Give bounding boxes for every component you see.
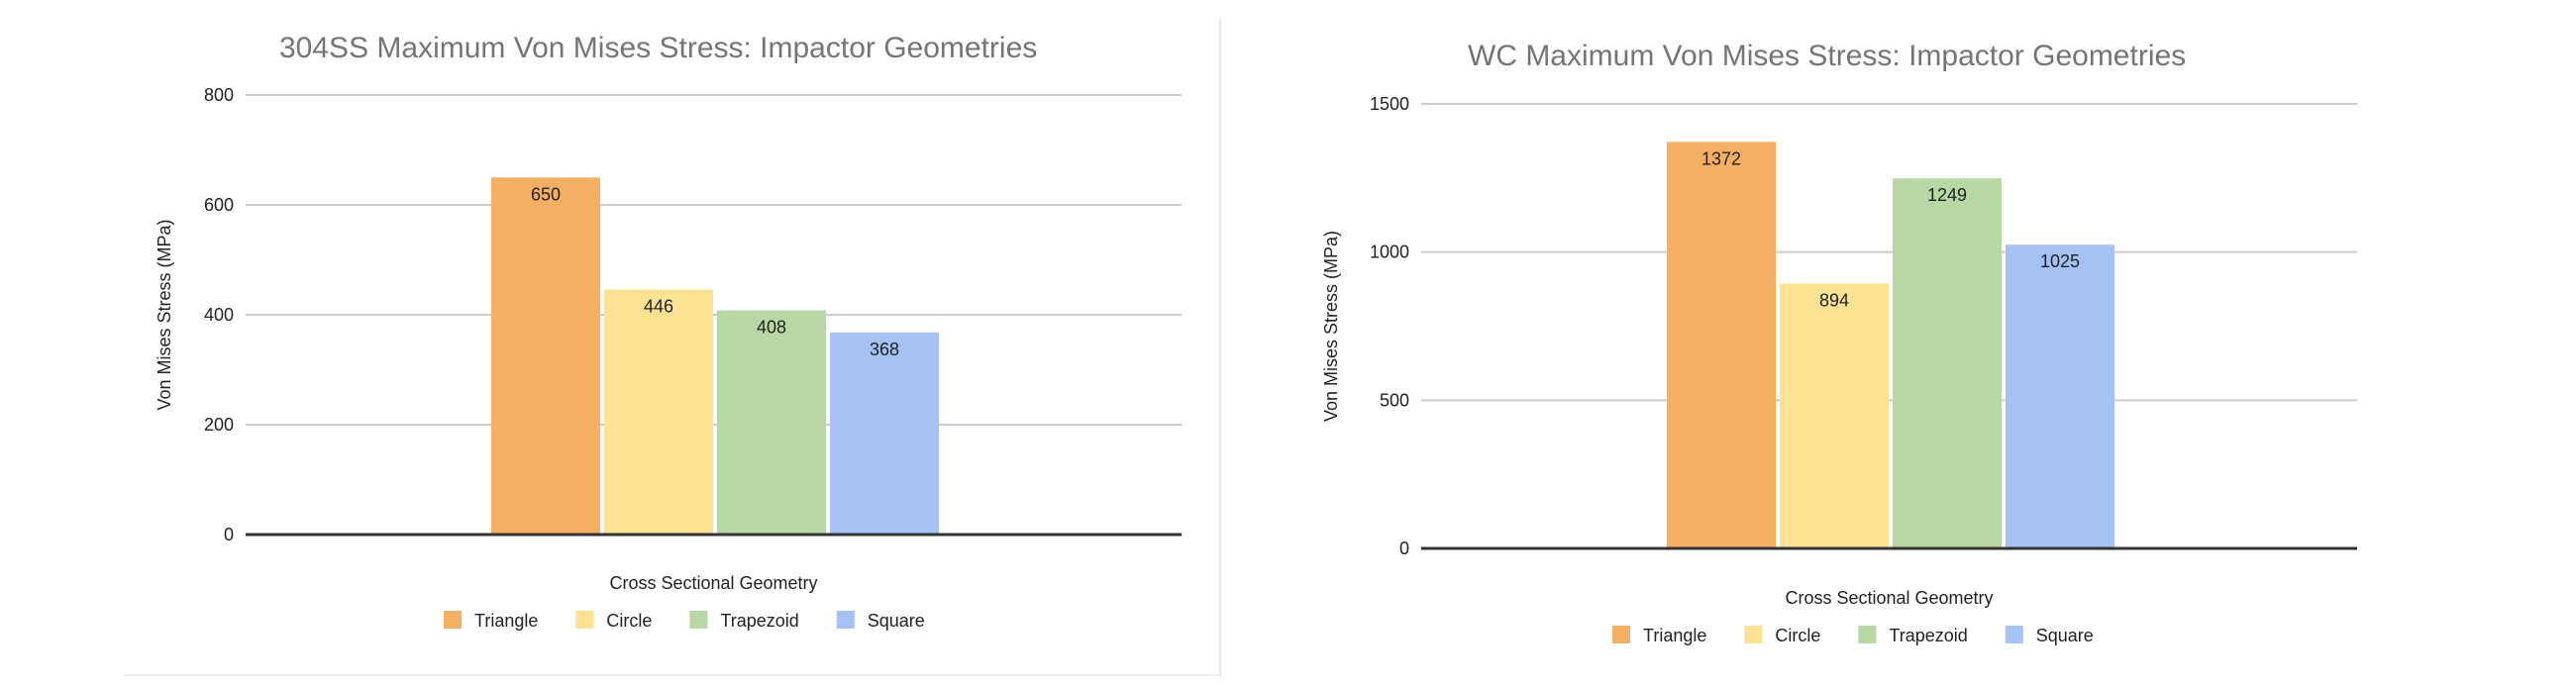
- legend-item-triangle: Triangle: [1612, 626, 1706, 645]
- legend-label: Triangle: [474, 611, 538, 631]
- legend-label: Trapezoid: [1889, 626, 1967, 645]
- y-axis-title: Von Mises Stress (MPa): [1321, 231, 1341, 422]
- y-tick-label: 0: [1399, 539, 1409, 558]
- y-tick-label: 600: [204, 195, 234, 215]
- legend-label: Circle: [606, 611, 652, 631]
- legend-item-square: Square: [836, 611, 925, 631]
- legend-item-square: Square: [2005, 626, 2094, 645]
- y-tick-label: 800: [204, 85, 234, 105]
- legend-swatch-triangle: [444, 611, 462, 629]
- legend-item-triangle: Triangle: [444, 611, 538, 631]
- bar-square: [830, 332, 939, 535]
- bar-trapezoid: [717, 310, 826, 535]
- x-axis-title: Cross Sectional Geometry: [609, 573, 817, 593]
- legend-label: Square: [868, 611, 925, 631]
- bar-square: [2006, 245, 2114, 548]
- data-label-square: 368: [870, 340, 899, 359]
- y-tick-label: 400: [204, 305, 234, 325]
- legend-label: Triangle: [1643, 626, 1706, 645]
- legend-item-circle: Circle: [575, 611, 652, 631]
- data-label-circle: 446: [644, 296, 673, 316]
- x-axis-title: Cross Sectional Geometry: [1785, 588, 1993, 608]
- data-label-square: 1025: [2040, 251, 2080, 271]
- chart-title: WC Maximum Von Mises Stress: Impactor Ge…: [1468, 40, 2186, 72]
- data-label-trapezoid: 1249: [1927, 185, 1967, 205]
- legend-item-trapezoid: Trapezoid: [1858, 626, 1968, 645]
- legend-swatch-circle: [1744, 626, 1763, 643]
- data-label-circle: 894: [1819, 290, 1849, 310]
- legend-swatch-square: [2005, 626, 2023, 643]
- y-tick-label: 1500: [1370, 94, 1409, 114]
- legend-swatch-square: [836, 611, 855, 629]
- data-label-triangle: 1372: [1701, 148, 1741, 168]
- background-ruler: [124, 20, 1221, 677]
- legend-item-circle: Circle: [1744, 626, 1820, 645]
- legend-label: Circle: [1775, 626, 1820, 645]
- bar-triangle: [491, 177, 600, 535]
- y-axis-title: Von Mises Stress (MPa): [155, 219, 174, 410]
- legend-swatch-circle: [575, 611, 594, 629]
- legend-item-trapezoid: Trapezoid: [689, 611, 799, 631]
- bar-circle: [1780, 283, 1889, 548]
- chart-304ss: 304SS Maximum Von Mises Stress: Impactor…: [155, 32, 1182, 631]
- legend-swatch-trapezoid: [689, 611, 708, 629]
- legend-label: Square: [2036, 626, 2094, 645]
- legend-swatch-trapezoid: [1858, 626, 1877, 643]
- bar-circle: [604, 289, 713, 535]
- data-label-trapezoid: 408: [757, 318, 786, 338]
- y-tick-label: 1000: [1370, 243, 1409, 262]
- chart-wc: WC Maximum Von Mises Stress: Impactor Ge…: [1321, 40, 2357, 645]
- data-label-triangle: 650: [531, 184, 561, 204]
- legend-swatch-triangle: [1612, 626, 1630, 643]
- chart-title: 304SS Maximum Von Mises Stress: Impactor…: [279, 32, 1037, 64]
- y-tick-label: 500: [1380, 390, 1409, 410]
- y-tick-label: 200: [204, 415, 234, 435]
- legend-label: Trapezoid: [720, 611, 798, 631]
- bar-trapezoid: [1893, 178, 2002, 548]
- y-tick-label: 0: [224, 525, 234, 544]
- bar-triangle: [1667, 142, 1776, 548]
